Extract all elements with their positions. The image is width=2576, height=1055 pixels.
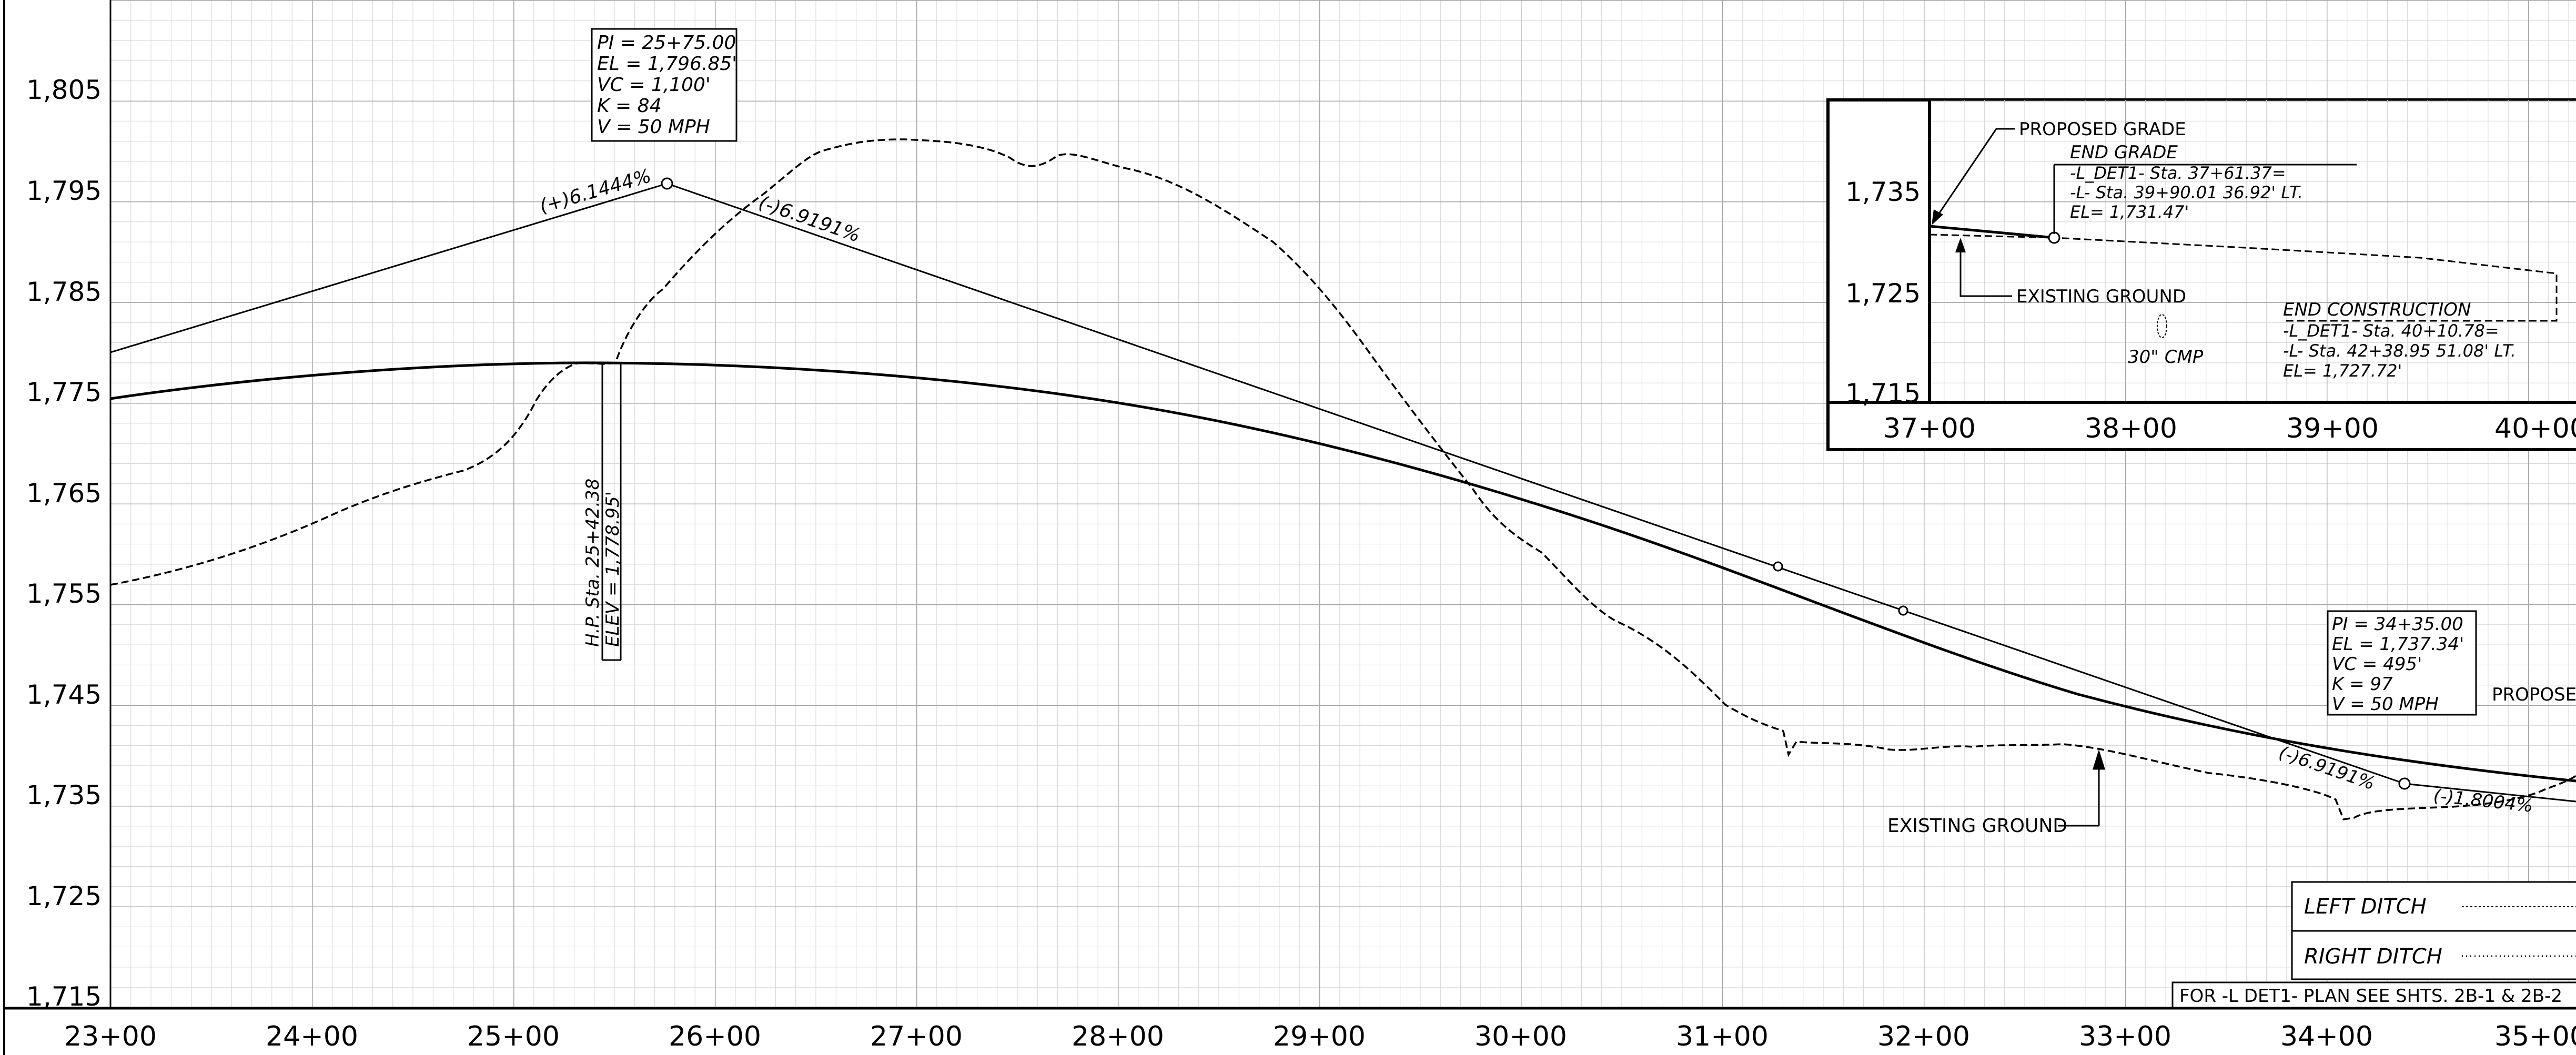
inset-proposed-grade (1929, 225, 2055, 239)
inset-elevation-label: 1,725 (1845, 278, 1921, 309)
inset-proposed-grade-leader (1934, 128, 2015, 220)
curve-2-data-box: PI = 34+35.00 EL = 1,737.34' VC = 495' K… (2327, 610, 2477, 716)
end-construction-line-2: -L- Sta. 42+38.95 51.08' LT. (2283, 341, 2516, 361)
curve-2-v: V = 50 MPH (2332, 694, 2439, 715)
elevation-label: 1,755 (26, 579, 102, 609)
station-axis: 23+00 24+00 25+00 26+00 27+00 28+00 29+0… (64, 1021, 2576, 1052)
station-label: 35+00 (2494, 1021, 2576, 1052)
curve-2-vc: VC = 495' (2332, 654, 2422, 675)
inset-station-label: 40+00 (2494, 413, 2576, 444)
culvert-symbol (2157, 314, 2167, 338)
pi-marker (2398, 777, 2411, 790)
end-construction-line-1: -L_DET1- Sta. 40+10.78= (2283, 321, 2499, 341)
elevation-label: 1,725 (26, 881, 102, 911)
existing-ground-callout (2058, 749, 2106, 827)
station-label: 25+00 (467, 1021, 560, 1052)
pvc-marker (1898, 605, 1908, 616)
end-grade-line-1: -L_DET1- Sta. 37+61.37= (2070, 163, 2286, 183)
curve-2-el: EL = 1,737.34' (2332, 634, 2464, 655)
end-grade-line-3: EL= 1,731.47' (2070, 202, 2189, 222)
curve-2-pi: PI = 34+35.00 (2332, 614, 2463, 635)
inset-station-label: 37+00 (1883, 413, 1976, 444)
end-grade-line-2: -L- Sta. 39+90.01 36.92' LT. (2070, 182, 2303, 202)
elevation-label: 1,765 (26, 478, 102, 509)
inset-station-label: 39+00 (2286, 413, 2379, 444)
elevation-label: 1,805 (26, 75, 102, 105)
footer-note: FOR -L DET1- PLAN SEE SHTS. 2B-1 & 2B-2 (2171, 981, 2576, 1009)
existing-ground-label: EXISTING GROUND (1887, 815, 2067, 837)
elevation-label: 1,795 (26, 176, 102, 206)
station-label: 29+00 (1273, 1021, 1366, 1052)
curve-1-k: K = 84 (597, 95, 661, 117)
elevation-label: 1,745 (26, 679, 102, 710)
proposed-grade-curve (110, 361, 2576, 783)
pvt-marker (1773, 561, 1783, 572)
footer-note-text: FOR -L DET1- PLAN SEE SHTS. 2B-1 & 2B-2 (2179, 986, 2562, 1007)
station-label: 24+00 (266, 1021, 358, 1052)
station-label: 27+00 (870, 1021, 963, 1052)
elevation-label: 1,785 (26, 277, 102, 307)
curve-1-v: V = 50 MPH (597, 116, 710, 138)
inset-profile: 1,735 1,725 1,715 37+00 38+00 39+00 40+0… (1826, 98, 2576, 451)
elevation-axis: 1,805 1,795 1,785 1,775 1,765 1,755 1,74… (26, 75, 102, 1012)
curve-1-data-box: PI = 25+75.00 EL = 1,796.85' VC = 1,100'… (591, 28, 738, 142)
high-point-marker (601, 363, 622, 661)
legend-left-ditch: LEFT DITCH (2304, 895, 2427, 919)
curve-1-pi: PI = 25+75.00 (597, 32, 736, 54)
pi-marker (661, 177, 673, 190)
curve-1-el: EL = 1,796.85' (597, 53, 737, 75)
end-construction-title: END CONSTRUCTION (2283, 299, 2471, 320)
station-label: 31+00 (1676, 1021, 1769, 1052)
inset-elevation-label: 1,735 (1845, 177, 1921, 207)
high-point-elevation: ELEV = 1,778.95' (602, 491, 623, 647)
inset-existing-ground-label: EXISTING GROUND (2016, 286, 2186, 307)
curve-2-k: K = 97 (2332, 674, 2393, 695)
inset-elevation-label: 1,715 (1845, 378, 1921, 409)
station-label: 32+00 (1877, 1021, 1970, 1052)
curve-1-vc: VC = 1,100' (597, 74, 711, 96)
end-construction-line-3: EL= 1,727.72' (2283, 361, 2402, 381)
station-label: 30+00 (1474, 1021, 1567, 1052)
elevation-label: 1,775 (26, 377, 102, 408)
station-label: 26+00 (669, 1021, 761, 1052)
proposed-grade-label: PROPOSED (2492, 684, 2576, 705)
culvert-label: 30" CMP (2128, 347, 2204, 368)
station-label: 34+00 (2280, 1021, 2373, 1052)
ditch-legend: LEFT DITCH RIGHT DITCH (2291, 881, 2576, 980)
station-label: 23+00 (64, 1021, 157, 1052)
station-label: 33+00 (2079, 1021, 2171, 1052)
legend-right-ditch: RIGHT DITCH (2304, 945, 2442, 969)
end-grade-title: END GRADE (2070, 142, 2178, 163)
elevation-label: 1,715 (26, 981, 102, 1012)
grade-tangents (110, 182, 2576, 803)
inset-proposed-grade-label: PROPOSED GRADE (2019, 119, 2186, 140)
inset-station-label: 38+00 (2085, 413, 2177, 444)
high-point-station: H.P. Sta. 25+42.38 (582, 479, 603, 647)
elevation-label: 1,735 (26, 780, 102, 810)
station-label: 28+00 (1072, 1021, 1164, 1052)
curve-points (661, 177, 2411, 790)
